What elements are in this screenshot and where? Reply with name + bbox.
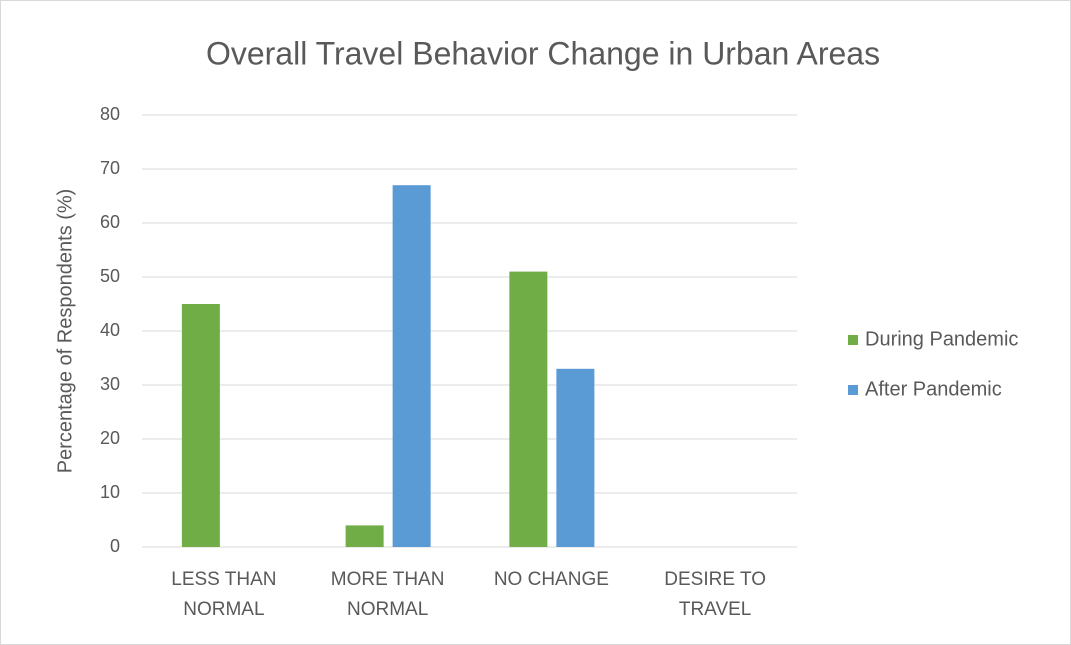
y-tick-label: 80 xyxy=(100,104,120,124)
y-tick-label: 0 xyxy=(110,536,120,556)
bar xyxy=(392,185,431,547)
legend-swatch xyxy=(848,335,858,345)
x-tick-label: NO CHANGE xyxy=(493,569,609,590)
y-tick-label: 10 xyxy=(100,482,120,502)
bar xyxy=(556,368,595,547)
x-tick-label: LESS THAN NORMAL xyxy=(171,569,277,620)
y-tick-label: 70 xyxy=(100,158,120,178)
y-tick-label: 20 xyxy=(100,428,120,448)
legend-swatch xyxy=(848,385,858,395)
legend-label: After Pandemic xyxy=(865,378,1002,400)
chart-title: Overall Travel Behavior Change in Urban … xyxy=(206,35,880,71)
y-tick-label: 60 xyxy=(100,212,120,232)
x-tick-label: DESIRE TO TRAVEL xyxy=(664,569,766,620)
y-tick-label: 30 xyxy=(100,374,120,394)
y-tick-label: 50 xyxy=(100,266,120,286)
legend-label: During Pandemic xyxy=(865,328,1018,350)
x-tick-label: MORE THAN NORMAL xyxy=(330,569,445,620)
bar xyxy=(509,271,548,547)
bar xyxy=(345,525,384,547)
y-tick-label: 40 xyxy=(100,320,120,340)
bar xyxy=(181,304,220,547)
y-axis-label: Percentage of Respondents (%) xyxy=(54,189,76,474)
